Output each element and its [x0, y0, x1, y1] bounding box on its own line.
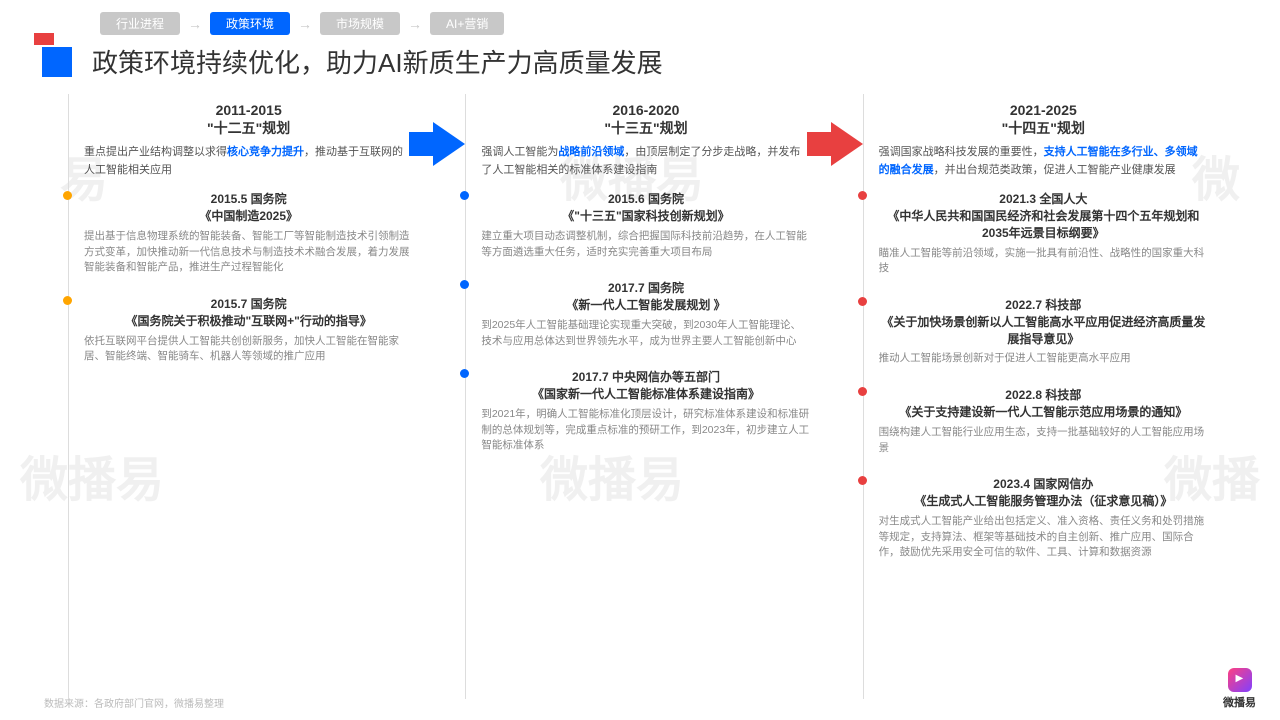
- card-body: 围绕构建人工智能行业应用生态，支持一批基础较好的人工智能应用场景: [879, 425, 1208, 457]
- card-body: 瞄准人工智能等前沿领域，实施一批具有前沿性、战略性的国家重大科技: [879, 246, 1208, 278]
- timeline-dot-icon: [858, 191, 867, 200]
- policy-card: 2022.7 科技部《关于加快场景创新以人工智能高水平应用促进经济高质量发展指导…: [879, 293, 1208, 371]
- nav-item[interactable]: 行业进程: [100, 12, 180, 35]
- timeline-arrow-icon: [831, 122, 863, 166]
- card-body: 建立重大项目动态调整机制，综合把握国际科技前沿趋势，在人工智能等方面遴选重大任务…: [481, 229, 810, 261]
- timeline-dot-icon: [63, 296, 72, 305]
- period-block: 2021-2025"十四五"规划强调国家战略科技发展的重要性，支持人工智能在多行…: [839, 94, 1236, 179]
- nav-item[interactable]: AI+营销: [430, 12, 504, 35]
- timeline-periods: 2011-2015"十二五"规划重点提出产业结构调整以求得核心竞争力提升，推动基…: [0, 94, 1280, 179]
- card-body: 依托互联网平台提供人工智能共创创新服务，加快人工智能在智能家居、智能终端、智能骑…: [84, 334, 413, 366]
- card-title: 2015.5 国务院《中国制造2025》: [84, 191, 413, 225]
- period-block: 2011-2015"十二五"规划重点提出产业结构调整以求得核心竞争力提升，推动基…: [44, 94, 441, 179]
- timeline-dot-icon: [63, 191, 72, 200]
- period-desc: 强调国家战略科技发展的重要性，支持人工智能在多行业、多领域的融合发展，并出台规范…: [879, 144, 1208, 179]
- card-title: 2021.3 全国人大《中华人民共和国国民经济和社会发展第十四个五年规划和203…: [879, 191, 1208, 241]
- period-years: 2011-2015: [84, 102, 413, 118]
- card-body: 对生成式人工智能产业给出包括定义、准入资格、责任义务和处罚措施等规定，支持算法、…: [879, 514, 1208, 561]
- brand-logo: 微播易: [1223, 668, 1256, 710]
- period-name: "十二五"规划: [84, 118, 413, 138]
- brand-name: 微播易: [1223, 694, 1256, 710]
- nav-item[interactable]: 政策环境: [210, 12, 290, 35]
- card-body: 到2025年人工智能基础理论实现重大突破，到2030年人工智能理论、技术与应用总…: [481, 318, 810, 350]
- arrow-icon: →: [408, 16, 422, 32]
- card-title: 2017.7 国务院《新一代人工智能发展规划 》: [481, 280, 810, 314]
- period-years: 2016-2020: [481, 102, 810, 118]
- timeline-dot-icon: [858, 297, 867, 306]
- nav-breadcrumb: 行业进程 → 政策环境 → 市场规模 → AI+营销: [0, 0, 1280, 35]
- timeline-dot-icon: [858, 476, 867, 485]
- period-name: "十四五"规划: [879, 118, 1208, 138]
- timeline-dot-icon: [460, 191, 469, 200]
- policy-card: 2015.6 国务院《"十三五"国家科技创新规划》建立重大项目动态调整机制，综合…: [481, 187, 810, 264]
- period-desc: 重点提出产业结构调整以求得核心竞争力提升，推动基于互联网的人工智能相关应用: [84, 144, 413, 179]
- card-title: 2017.7 中央网信办等五部门《国家新一代人工智能标准体系建设指南》: [481, 369, 810, 403]
- play-icon: [1228, 668, 1252, 692]
- card-title: 2015.7 国务院《国务院关于积极推动"互联网+"行动的指导》: [84, 296, 413, 330]
- policy-cards: 2015.5 国务院《中国制造2025》提出基于信息物理系统的智能装备、智能工厂…: [0, 179, 1280, 565]
- card-title: 2022.7 科技部《关于加快场景创新以人工智能高水平应用促进经济高质量发展指导…: [879, 297, 1208, 347]
- page-title: 政策环境持续优化，助力AI新质生产力高质量发展: [92, 43, 663, 80]
- card-column: 2015.5 国务院《中国制造2025》提出基于信息物理系统的智能装备、智能工厂…: [44, 187, 441, 565]
- nav-item[interactable]: 市场规模: [320, 12, 400, 35]
- title-row: 政策环境持续优化，助力AI新质生产力高质量发展: [0, 35, 1280, 94]
- policy-card: 2022.8 科技部《关于支持建设新一代人工智能示范应用场景的通知》围绕构建人工…: [879, 383, 1208, 460]
- arrow-icon: →: [188, 16, 202, 32]
- period-desc: 强调人工智能为战略前沿领域，由顶层制定了分步走战略，并发布了人工智能相关的标准体…: [481, 144, 810, 179]
- period-years: 2021-2025: [879, 102, 1208, 118]
- card-column: 2021.3 全国人大《中华人民共和国国民经济和社会发展第十四个五年规划和203…: [839, 187, 1236, 565]
- policy-card: 2015.7 国务院《国务院关于积极推动"互联网+"行动的指导》依托互联网平台提…: [84, 292, 413, 369]
- period-block: 2016-2020"十三五"规划强调人工智能为战略前沿领域，由顶层制定了分步走战…: [441, 94, 838, 179]
- card-column: 2015.6 国务院《"十三五"国家科技创新规划》建立重大项目动态调整机制，综合…: [441, 187, 838, 565]
- timeline-dot-icon: [460, 280, 469, 289]
- data-source: 数据来源：各政府部门官网，微播易整理: [44, 695, 224, 710]
- timeline-arrow-icon: [433, 122, 465, 166]
- card-title: 2023.4 国家网信办《生成式人工智能服务管理办法（征求意见稿）》: [879, 476, 1208, 510]
- card-body: 推动人工智能场景创新对于促进人工智能更高水平应用: [879, 351, 1208, 367]
- timeline-dot-icon: [460, 369, 469, 378]
- title-decoration: [42, 47, 72, 77]
- card-title: 2015.6 国务院《"十三五"国家科技创新规划》: [481, 191, 810, 225]
- card-title: 2022.8 科技部《关于支持建设新一代人工智能示范应用场景的通知》: [879, 387, 1208, 421]
- period-name: "十三五"规划: [481, 118, 810, 138]
- card-body: 到2021年，明确人工智能标准化顶层设计，研究标准体系建设和标准研制的总体规划等…: [481, 407, 810, 454]
- policy-card: 2017.7 中央网信办等五部门《国家新一代人工智能标准体系建设指南》到2021…: [481, 365, 810, 458]
- policy-card: 2017.7 国务院《新一代人工智能发展规划 》到2025年人工智能基础理论实现…: [481, 276, 810, 353]
- arrow-icon: →: [298, 16, 312, 32]
- policy-card: 2015.5 国务院《中国制造2025》提出基于信息物理系统的智能装备、智能工厂…: [84, 187, 413, 280]
- timeline-dot-icon: [858, 387, 867, 396]
- policy-card: 2023.4 国家网信办《生成式人工智能服务管理办法（征求意见稿）》对生成式人工…: [879, 472, 1208, 565]
- policy-card: 2021.3 全国人大《中华人民共和国国民经济和社会发展第十四个五年规划和203…: [879, 187, 1208, 281]
- card-body: 提出基于信息物理系统的智能装备、智能工厂等智能制造技术引领制造方式变革，加快推动…: [84, 229, 413, 276]
